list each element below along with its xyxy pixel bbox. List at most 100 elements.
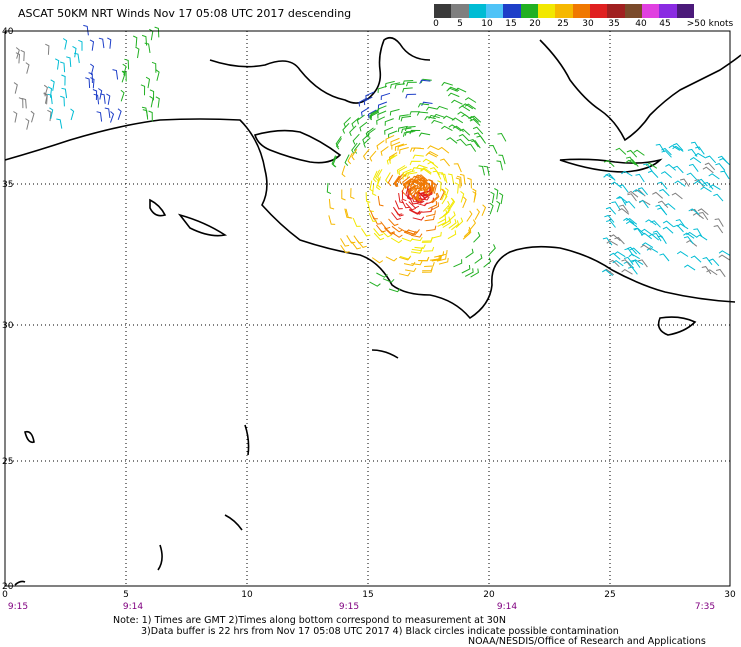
map-title: ASCAT 50KM NRT Winds Nov 17 05:08 UTC 20… [18, 7, 352, 20]
wind-barb [693, 180, 706, 187]
wind-barb [692, 212, 704, 220]
wind-barb [433, 113, 445, 118]
wind-barb [93, 93, 100, 105]
wind-barb [398, 227, 410, 233]
wind-barb [49, 107, 54, 119]
wind-barb [391, 225, 403, 233]
wind-barb [408, 187, 413, 200]
wind-barb [456, 175, 462, 187]
wind-barb [646, 247, 659, 253]
wind-barb [702, 166, 714, 174]
wind-barb [96, 111, 103, 122]
wind-barb [72, 45, 77, 58]
wind-barb [405, 186, 410, 198]
wind-barb [455, 217, 464, 228]
wind-barb [657, 181, 668, 190]
scale-swatch [503, 4, 521, 18]
wind-barb [702, 257, 713, 266]
scale-label: 20 [529, 19, 541, 29]
wind-barb [351, 142, 358, 154]
wind-barb [463, 226, 472, 238]
wind-barb [61, 74, 66, 86]
wind-barb [490, 191, 495, 204]
wind-barb [683, 232, 695, 239]
wind-barb [367, 109, 377, 119]
wind-barb [437, 218, 447, 227]
wind-barb [421, 101, 433, 106]
wind-barb [353, 235, 364, 244]
wind-barb [376, 116, 386, 125]
wind-barb [60, 61, 66, 73]
wind-barb [473, 132, 484, 141]
wind-barb [416, 202, 428, 207]
wind-barb [373, 228, 384, 237]
wind-barb [625, 220, 638, 228]
wind-barb [703, 181, 714, 190]
wind-barb [708, 258, 720, 267]
wind-barb [662, 220, 674, 228]
wind-barb [449, 198, 456, 210]
wind-barb [688, 163, 699, 172]
wind-barb [690, 255, 702, 263]
wind-barb [369, 210, 378, 220]
wind-barb [465, 248, 474, 259]
wind-barb [683, 236, 694, 245]
wind-barb [470, 268, 479, 278]
wind-barb [496, 160, 503, 171]
wind-barb [610, 181, 622, 189]
wind-barb [623, 217, 635, 225]
wind-barb [376, 178, 381, 191]
wind-barb [384, 126, 394, 135]
wind-barb [447, 92, 460, 98]
wind-barb [672, 145, 684, 152]
wind-barb [363, 137, 371, 148]
lat-lon-grid [5, 31, 730, 586]
wind-barb [494, 188, 499, 200]
pass-time-label: 9:15 [339, 602, 359, 612]
wind-barb [720, 170, 730, 180]
wind-barb [421, 238, 433, 243]
wind-barb [461, 103, 474, 110]
wind-barb [405, 93, 417, 99]
wind-barb [132, 35, 138, 47]
wind-barb [352, 133, 360, 145]
wind-barb [422, 236, 433, 242]
wind-barb [659, 253, 670, 262]
wind-barb [328, 198, 335, 210]
wind-barb [409, 160, 421, 166]
wind-barb [405, 267, 417, 273]
wind-barb [454, 182, 459, 194]
wind-barb [413, 197, 425, 204]
wind-barb [694, 152, 707, 159]
wind-barb [627, 193, 637, 202]
wind-barb [439, 158, 450, 167]
wind-barb [456, 138, 467, 147]
wind-barb [410, 233, 423, 238]
wind-barb [340, 238, 350, 247]
wind-barb [437, 180, 442, 192]
wind-barb [410, 210, 423, 215]
wind-barb [365, 91, 375, 100]
wind-barb [460, 191, 465, 203]
wind-barb [408, 201, 420, 209]
wind-barb [149, 95, 154, 108]
wind-barb [470, 115, 482, 123]
wind-barb [47, 109, 52, 122]
wind-barb [655, 204, 666, 213]
wind-barb [120, 89, 125, 102]
wind-barb [433, 182, 438, 194]
wind-barb [387, 174, 394, 187]
wind-barb [420, 168, 432, 175]
wind-barb [424, 116, 436, 121]
wind-barb [626, 149, 638, 158]
wind-barb [78, 39, 83, 51]
pass-time-label: 9:14 [123, 602, 143, 612]
wind-barb [386, 154, 395, 165]
wind-barb [715, 163, 726, 171]
wind-barb [675, 219, 686, 228]
scale-swatch [520, 4, 538, 18]
wind-barb [404, 130, 416, 136]
wind-barb [107, 37, 112, 49]
wind-barb [89, 39, 95, 51]
wind-barb [429, 167, 440, 176]
